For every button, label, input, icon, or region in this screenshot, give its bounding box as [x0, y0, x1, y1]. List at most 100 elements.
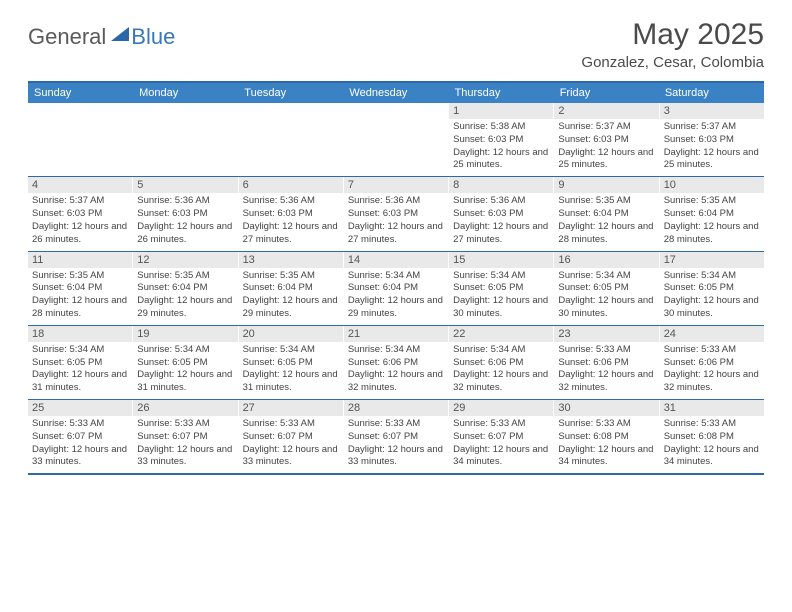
sunset-line: Sunset: 6:03 PM	[453, 134, 549, 147]
day-info: Sunrise: 5:33 AMSunset: 6:07 PMDaylight:…	[449, 418, 553, 469]
day-number: 27	[239, 400, 343, 416]
sunset-line: Sunset: 6:07 PM	[32, 431, 128, 444]
day-info: Sunrise: 5:34 AMSunset: 6:05 PMDaylight:…	[133, 344, 237, 395]
sunrise-line: Sunrise: 5:35 AM	[664, 195, 760, 208]
weeks-container: 1Sunrise: 5:38 AMSunset: 6:03 PMDaylight…	[28, 103, 764, 475]
daylight-line: Daylight: 12 hours and 32 minutes.	[453, 369, 549, 395]
sunrise-line: Sunrise: 5:38 AM	[453, 121, 549, 134]
day-cell: 24 Sunrise: 5:33 AMSunset: 6:06 PMDayligh…	[660, 326, 764, 399]
sunrise-line: Sunrise: 5:35 AM	[558, 195, 654, 208]
week-row: 4Sunrise: 5:37 AMSunset: 6:03 PMDaylight…	[28, 177, 764, 251]
day-number: 9	[554, 177, 658, 193]
day-number: 1	[449, 103, 553, 119]
daylight-line: Daylight: 12 hours and 28 minutes.	[558, 221, 654, 247]
daylight-line: Daylight: 12 hours and 33 minutes.	[243, 444, 339, 470]
sunrise-line: Sunrise: 5:33 AM	[453, 418, 549, 431]
day-number: 17	[660, 252, 764, 268]
sunrise-line: Sunrise: 5:35 AM	[137, 270, 233, 283]
sunset-line: Sunset: 6:03 PM	[348, 208, 444, 221]
sunrise-line: Sunrise: 5:34 AM	[32, 344, 128, 357]
day-cell: 3Sunrise: 5:37 AMSunset: 6:03 PMDaylight…	[660, 103, 764, 176]
week-row: 18Sunrise: 5:34 AMSunset: 6:05 PMDayligh…	[28, 326, 764, 400]
daylight-line: Daylight: 12 hours and 34 minutes.	[453, 444, 549, 470]
daylight-line: Daylight: 12 hours and 25 minutes.	[453, 147, 549, 173]
daylight-line: Daylight: 12 hours and 27 minutes.	[243, 221, 339, 247]
day-number: 8	[449, 177, 553, 193]
sunset-line: Sunset: 6:06 PM	[558, 357, 654, 370]
sunrise-line: Sunrise: 5:34 AM	[558, 270, 654, 283]
daylight-line: Daylight: 12 hours and 25 minutes.	[558, 147, 654, 173]
day-info: Sunrise: 5:33 AMSunset: 6:06 PMDaylight:…	[554, 344, 658, 395]
sunset-line: Sunset: 6:04 PM	[348, 282, 444, 295]
day-number: 30	[554, 400, 658, 416]
day-info: Sunrise: 5:37 AMSunset: 6:03 PMDaylight:…	[660, 121, 764, 172]
day-info: Sunrise: 5:36 AMSunset: 6:03 PMDaylight:…	[239, 195, 343, 246]
sunrise-line: Sunrise: 5:34 AM	[348, 344, 444, 357]
day-cell	[344, 103, 449, 176]
sunset-line: Sunset: 6:07 PM	[348, 431, 444, 444]
sunset-line: Sunset: 6:03 PM	[137, 208, 233, 221]
sunset-line: Sunset: 6:05 PM	[453, 282, 549, 295]
calendar-page: General Blue May 2025 Gonzalez, Cesar, C…	[0, 0, 792, 495]
day-number: 7	[344, 177, 448, 193]
day-number: 21	[344, 326, 448, 342]
sunset-line: Sunset: 6:04 PM	[32, 282, 128, 295]
sunset-line: Sunset: 6:04 PM	[558, 208, 654, 221]
day-cell: 10 Sunrise: 5:35 AMSunset: 6:04 PMDayligh…	[660, 177, 764, 250]
sunset-line: Sunset: 6:05 PM	[137, 357, 233, 370]
sunrise-line: Sunrise: 5:35 AM	[243, 270, 339, 283]
sunset-line: Sunset: 6:03 PM	[32, 208, 128, 221]
day-number: 5	[133, 177, 237, 193]
day-cell: 12 Sunrise: 5:35 AMSunset: 6:04 PMDayligh…	[133, 252, 238, 325]
sunrise-line: Sunrise: 5:34 AM	[243, 344, 339, 357]
day-cell: 22Sunrise: 5:34 AMSunset: 6:06 PMDayligh…	[449, 326, 554, 399]
daylight-line: Daylight: 12 hours and 30 minutes.	[453, 295, 549, 321]
sunset-line: Sunset: 6:04 PM	[243, 282, 339, 295]
day-info: Sunrise: 5:33 AMSunset: 6:06 PMDaylight:…	[660, 344, 764, 395]
daylight-line: Daylight: 12 hours and 32 minutes.	[558, 369, 654, 395]
day-info: Sunrise: 5:36 AMSunset: 6:03 PMDaylight:…	[133, 195, 237, 246]
day-info: Sunrise: 5:34 AMSunset: 6:06 PMDaylight:…	[344, 344, 448, 395]
weekday-header: Saturday	[659, 83, 764, 103]
brand-logo: General Blue	[28, 24, 175, 50]
day-number: 10	[660, 177, 764, 193]
day-number: 12	[133, 252, 237, 268]
day-info: Sunrise: 5:35 AMSunset: 6:04 PMDaylight:…	[133, 270, 237, 321]
daylight-line: Daylight: 12 hours and 29 minutes.	[137, 295, 233, 321]
day-number: 24	[660, 326, 764, 342]
day-cell: 27Sunrise: 5:33 AMSunset: 6:07 PMDayligh…	[239, 400, 344, 473]
daylight-line: Daylight: 12 hours and 30 minutes.	[558, 295, 654, 321]
daylight-line: Daylight: 12 hours and 30 minutes.	[664, 295, 760, 321]
day-cell: 5 Sunrise: 5:36 AMSunset: 6:03 PMDaylight…	[133, 177, 238, 250]
day-cell: 4Sunrise: 5:37 AMSunset: 6:03 PMDaylight…	[28, 177, 133, 250]
day-info: Sunrise: 5:35 AMSunset: 6:04 PMDaylight:…	[660, 195, 764, 246]
daylight-line: Daylight: 12 hours and 32 minutes.	[348, 369, 444, 395]
day-cell: 11Sunrise: 5:35 AMSunset: 6:04 PMDayligh…	[28, 252, 133, 325]
sunrise-line: Sunrise: 5:33 AM	[348, 418, 444, 431]
sunrise-line: Sunrise: 5:33 AM	[243, 418, 339, 431]
day-number: 26	[133, 400, 237, 416]
day-info: Sunrise: 5:35 AMSunset: 6:04 PMDaylight:…	[28, 270, 132, 321]
day-cell: 28Sunrise: 5:33 AMSunset: 6:07 PMDayligh…	[344, 400, 449, 473]
weekday-header: Friday	[554, 83, 659, 103]
brand-text-general: General	[28, 24, 106, 50]
day-number: 6	[239, 177, 343, 193]
day-info: Sunrise: 5:33 AMSunset: 6:08 PMDaylight:…	[554, 418, 658, 469]
day-info: Sunrise: 5:36 AMSunset: 6:03 PMDaylight:…	[344, 195, 448, 246]
day-cell: 2Sunrise: 5:37 AMSunset: 6:03 PMDaylight…	[554, 103, 659, 176]
day-cell: 15Sunrise: 5:34 AMSunset: 6:05 PMDayligh…	[449, 252, 554, 325]
sunrise-line: Sunrise: 5:37 AM	[664, 121, 760, 134]
daylight-line: Daylight: 12 hours and 29 minutes.	[243, 295, 339, 321]
day-info: Sunrise: 5:38 AMSunset: 6:03 PMDaylight:…	[449, 121, 553, 172]
day-number: 13	[239, 252, 343, 268]
week-row: 11Sunrise: 5:35 AMSunset: 6:04 PMDayligh…	[28, 252, 764, 326]
day-number: 16	[554, 252, 658, 268]
sunrise-line: Sunrise: 5:33 AM	[558, 344, 654, 357]
day-info: Sunrise: 5:33 AMSunset: 6:08 PMDaylight:…	[660, 418, 764, 469]
daylight-line: Daylight: 12 hours and 28 minutes.	[664, 221, 760, 247]
daylight-line: Daylight: 12 hours and 32 minutes.	[664, 369, 760, 395]
sunset-line: Sunset: 6:07 PM	[453, 431, 549, 444]
sunrise-line: Sunrise: 5:36 AM	[348, 195, 444, 208]
sunset-line: Sunset: 6:03 PM	[664, 134, 760, 147]
day-info: Sunrise: 5:34 AMSunset: 6:05 PMDaylight:…	[554, 270, 658, 321]
